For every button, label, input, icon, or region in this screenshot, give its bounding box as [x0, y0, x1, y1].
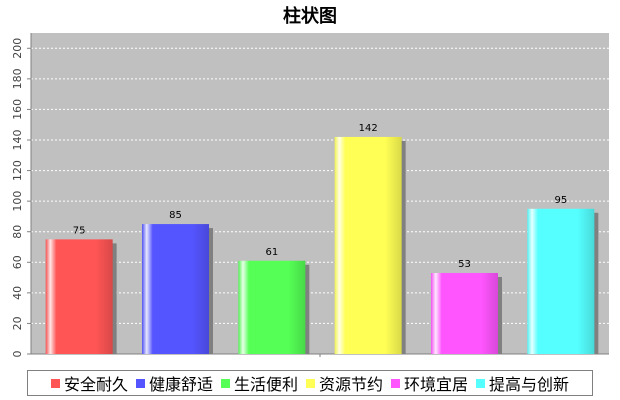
y-tick-label: 20 — [11, 316, 24, 330]
legend-item: 生活便利 — [220, 371, 298, 395]
bars — [45, 136, 599, 354]
legend-item: 环境宜居 — [391, 371, 468, 395]
y-tick-label: 60 — [11, 255, 24, 269]
legend-swatch — [391, 378, 401, 388]
legend-swatch — [476, 378, 486, 388]
chart-title: 柱状图 — [283, 6, 337, 27]
y-tick-label: 120 — [11, 160, 24, 181]
bar-value-label: 85 — [169, 210, 182, 221]
bar-value-label: 61 — [265, 247, 278, 258]
legend-item: 提高与创新 — [476, 371, 569, 395]
data-labels: 75 85 61 142 53 95 — [73, 123, 567, 270]
legend-label: 资源节约 — [319, 375, 384, 394]
legend-item: 健康舒适 — [135, 371, 213, 395]
bar-value-label: 95 — [554, 195, 567, 206]
legend-label: 生活便利 — [233, 375, 298, 394]
legend-label: 安全耐久 — [63, 375, 128, 394]
legend-label: 提高与创新 — [489, 375, 570, 394]
y-tick-label: 100 — [11, 191, 24, 212]
legend-item: 资源节约 — [306, 371, 383, 395]
bar — [431, 272, 498, 354]
legend-swatch — [220, 378, 230, 388]
bar-value-label: 53 — [458, 259, 471, 270]
y-tick-label: 80 — [11, 225, 24, 239]
bar — [527, 208, 595, 354]
y-tick-label: 0 — [11, 351, 24, 358]
plot-area — [31, 33, 609, 354]
bar — [142, 224, 209, 354]
legend-label: 环境宜居 — [404, 375, 469, 394]
grid-lines — [31, 47, 609, 324]
axes: 0 20 40 60 80 100 120 140 160 180 200 — [11, 33, 609, 358]
legend-swatch — [135, 378, 145, 388]
bar — [45, 239, 113, 354]
y-tick-label: 200 — [11, 38, 24, 59]
bar-value-label: 142 — [359, 123, 378, 134]
bar — [238, 260, 306, 354]
y-tick-label: 140 — [11, 130, 24, 151]
bar — [334, 136, 402, 354]
legend-swatch — [50, 378, 60, 388]
y-tick-label: 180 — [11, 68, 24, 89]
bar-value-label: 75 — [73, 225, 86, 236]
y-tick-label: 160 — [11, 99, 24, 120]
legend-swatch — [306, 378, 315, 388]
y-tick-label: 40 — [11, 286, 24, 300]
legend: 安全耐久 健康舒适 生活便利 资源节约 环境宜居 提高与创新 — [27, 370, 593, 396]
legend-label: 健康舒适 — [148, 375, 213, 394]
legend-item: 安全耐久 — [50, 371, 128, 395]
